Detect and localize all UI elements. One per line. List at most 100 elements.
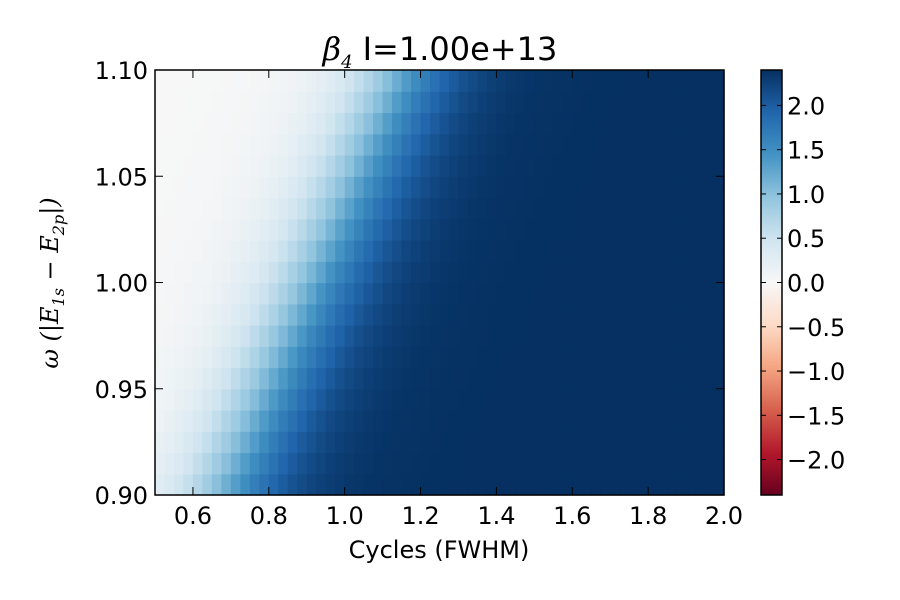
- heatmap-cell: [364, 261, 374, 283]
- heatmap-cell: [345, 453, 355, 475]
- heatmap-cell: [582, 304, 592, 326]
- heatmap-cell: [259, 325, 269, 347]
- heatmap-cell: [582, 283, 592, 305]
- heatmap-cell: [383, 304, 393, 326]
- heatmap-cell: [667, 176, 677, 198]
- heatmap-cell: [345, 155, 355, 177]
- heatmap-cell: [411, 283, 421, 305]
- heatmap-cell: [278, 410, 288, 432]
- heatmap-cell: [430, 155, 440, 177]
- heatmap-cell: [212, 389, 222, 411]
- heatmap-cell: [383, 283, 393, 305]
- heatmap-cell: [231, 70, 241, 92]
- heatmap-cell: [183, 346, 193, 368]
- heatmap-cell: [705, 134, 715, 156]
- heatmap-cell: [278, 304, 288, 326]
- heatmap-cell: [620, 283, 630, 305]
- heatmap-cell: [402, 304, 412, 326]
- heatmap-cell: [458, 304, 468, 326]
- heatmap-cell: [705, 410, 715, 432]
- heatmap-cell: [183, 474, 193, 496]
- heatmap-cell: [155, 219, 165, 241]
- heatmap-cell: [164, 70, 174, 92]
- heatmap-cell: [430, 240, 440, 262]
- heatmap-cell: [335, 389, 345, 411]
- heatmap-cell: [477, 91, 487, 113]
- heatmap-cell: [534, 431, 544, 453]
- heatmap-cell: [183, 70, 193, 92]
- heatmap-cell: [449, 240, 459, 262]
- heatmap-cell: [534, 283, 544, 305]
- heatmap-cell: [610, 155, 620, 177]
- heatmap-cell: [174, 453, 184, 475]
- heatmap-cell: [449, 155, 459, 177]
- heatmap-cell: [477, 176, 487, 198]
- heatmap-cell: [696, 240, 706, 262]
- heatmap-cell: [667, 389, 677, 411]
- heatmap-cell: [250, 431, 260, 453]
- heatmap-cell: [373, 240, 383, 262]
- heatmap-cell: [174, 431, 184, 453]
- heatmap-cell: [259, 198, 269, 220]
- heatmap-cell: [411, 240, 421, 262]
- heatmap-cell: [421, 474, 431, 496]
- heatmap-cell: [430, 389, 440, 411]
- heatmap-cell: [572, 453, 582, 475]
- heatmap-cell: [430, 368, 440, 390]
- heatmap-cell: [620, 346, 630, 368]
- heatmap-cell: [326, 176, 336, 198]
- heatmap-cell: [496, 176, 506, 198]
- heatmap-cell: [240, 474, 250, 496]
- heatmap-cell: [525, 176, 535, 198]
- heatmap-cell: [525, 219, 535, 241]
- heatmap-cell: [553, 368, 563, 390]
- heatmap-cell: [563, 346, 573, 368]
- heatmap-cell: [278, 70, 288, 92]
- heatmap-cell: [307, 113, 317, 135]
- heatmap-cell: [658, 134, 668, 156]
- heatmap-cell: [183, 304, 193, 326]
- heatmap-cell: [269, 261, 279, 283]
- heatmap-cell: [212, 176, 222, 198]
- heatmap-cell: [572, 346, 582, 368]
- heatmap-cell: [250, 261, 260, 283]
- heatmap-cell: [506, 431, 516, 453]
- heatmap-cell: [468, 261, 478, 283]
- heatmap-cell: [155, 283, 165, 305]
- heatmap-cell: [364, 410, 374, 432]
- heatmap-cell: [278, 368, 288, 390]
- heatmap-cell: [288, 453, 298, 475]
- heatmap-cell: [326, 113, 336, 135]
- chart-title-text: I=1.00e+13: [363, 30, 558, 68]
- heatmap-cell: [212, 283, 222, 305]
- heatmap-cell: [553, 283, 563, 305]
- heatmap-cell: [250, 91, 260, 113]
- heatmap-cell: [250, 134, 260, 156]
- y-axis-title: ω (|E1s − E2p|): [36, 197, 68, 368]
- heatmap-cell: [278, 389, 288, 411]
- heatmap-cell: [383, 70, 393, 92]
- heatmap-cell: [212, 198, 222, 220]
- heatmap-cell: [572, 261, 582, 283]
- heatmap-cell: [487, 325, 497, 347]
- heatmap-cell: [563, 431, 573, 453]
- heatmap-cell: [183, 134, 193, 156]
- heatmap-cell: [345, 325, 355, 347]
- heatmap-cell: [705, 198, 715, 220]
- heatmap-cell: [202, 134, 212, 156]
- heatmap-cell: [174, 368, 184, 390]
- heatmap-cell: [458, 389, 468, 411]
- heatmap-cell: [591, 176, 601, 198]
- heatmap-cell: [658, 240, 668, 262]
- heatmap-cell: [212, 325, 222, 347]
- heatmap-cell: [440, 368, 450, 390]
- heatmap-cell: [202, 346, 212, 368]
- heatmap-cell: [326, 410, 336, 432]
- heatmap-cell: [430, 91, 440, 113]
- heatmap-cell: [411, 368, 421, 390]
- heatmap-cell: [572, 283, 582, 305]
- heatmap-cell: [610, 113, 620, 135]
- heatmap-cell: [307, 304, 317, 326]
- heatmap-cell: [193, 283, 203, 305]
- heatmap-cell: [383, 176, 393, 198]
